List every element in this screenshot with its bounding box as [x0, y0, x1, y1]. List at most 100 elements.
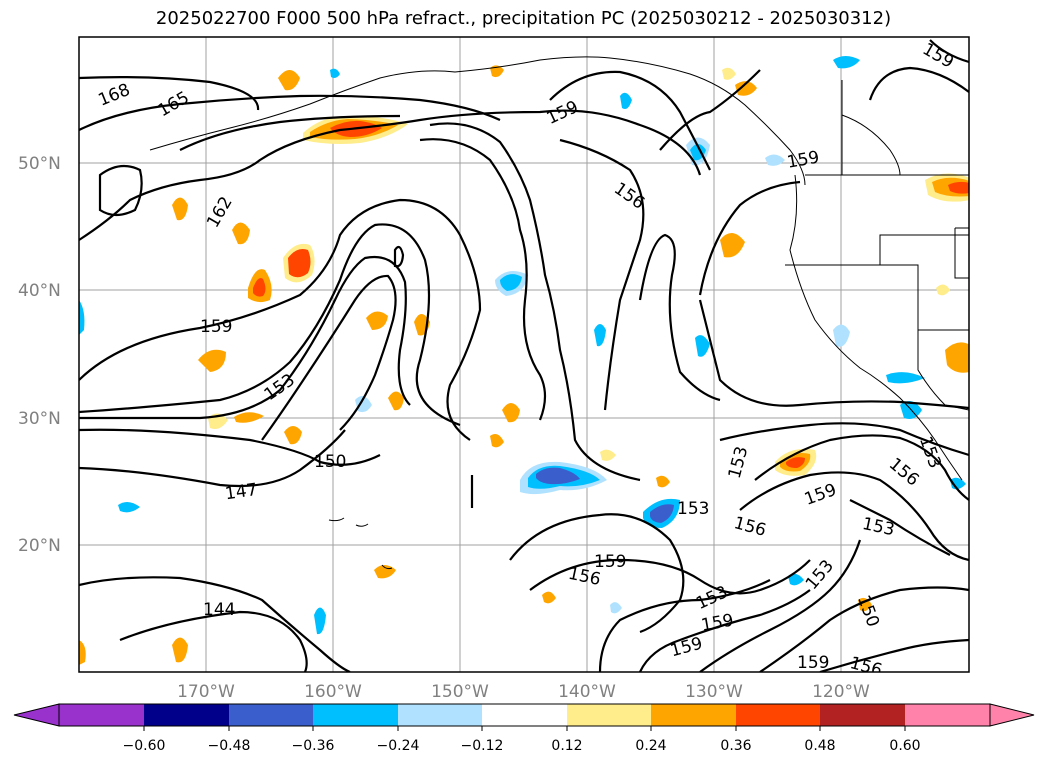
contour-156c	[429, 122, 641, 482]
colorbar-label: 0.60	[889, 738, 920, 754]
precip-patch	[735, 81, 757, 96]
contour-144	[79, 576, 351, 672]
colorbar-label: −0.60	[123, 738, 166, 754]
precip-patch	[355, 396, 372, 413]
precip-patch	[198, 349, 226, 372]
colorbar-label: −0.48	[208, 738, 251, 754]
precip-patch	[695, 335, 710, 357]
contour-156g	[754, 434, 969, 501]
contour-label: 159	[200, 317, 232, 337]
state-border	[785, 234, 969, 266]
lon-label-130w: 130°W	[685, 682, 743, 702]
lon-label-170w: 170°W	[177, 682, 235, 702]
precip-patch	[172, 197, 188, 221]
precip-patch	[948, 181, 969, 194]
precip-patch	[858, 597, 872, 612]
precip-patch	[253, 278, 266, 297]
precip-patch	[490, 65, 504, 78]
lon-label-120w: 120°W	[812, 682, 870, 702]
precip-patch	[594, 324, 606, 347]
colorbar-segment	[567, 704, 651, 726]
contour-156h	[529, 558, 811, 595]
precip-patch	[502, 403, 520, 423]
precip-patch	[284, 426, 302, 445]
contour-156e	[638, 233, 721, 402]
precip-patch	[288, 249, 311, 278]
north-america-west-coast	[789, 174, 963, 481]
contour-small-loop	[98, 164, 143, 217]
contour-156j	[819, 638, 969, 672]
precip-patch	[330, 68, 340, 78]
contour-159	[79, 198, 482, 441]
colorbar-label: 0.24	[635, 738, 666, 754]
colorbar-segment	[313, 704, 398, 726]
precip-patch	[278, 70, 300, 91]
precip-patch	[786, 457, 805, 468]
hawaii-islands	[328, 517, 393, 570]
contour-156d	[559, 138, 645, 411]
contour-159c	[419, 138, 547, 421]
precip-patch	[650, 504, 674, 523]
colorbar-extend-max	[989, 703, 1035, 727]
figure-title: 2025022700 F000 500 hPa refract., precip…	[155, 8, 892, 29]
colorbar-label: −0.24	[377, 738, 420, 754]
colorbar-label: 0.36	[720, 738, 751, 754]
precip-patch	[656, 475, 670, 488]
colorbar-label: 0.48	[804, 738, 835, 754]
contour-label: 144	[203, 600, 235, 620]
map-background	[79, 37, 969, 672]
longitude-labels: 170°W 160°W 150°W 140°W 130°W 120°W	[177, 682, 870, 702]
colorbar-segment	[736, 704, 820, 726]
contour-159h	[509, 513, 685, 634]
contour-147	[79, 429, 346, 488]
precip-patch	[833, 56, 860, 69]
contour-label: 147	[224, 480, 259, 504]
lon-label-140w: 140°W	[558, 682, 616, 702]
colorbar: −0.60 −0.48 −0.36 −0.24 −0.12 0.12 0.24 …	[13, 703, 1035, 754]
contour-156f	[698, 180, 801, 296]
precip-patch	[720, 232, 745, 258]
colorbar-segment	[144, 704, 229, 726]
lon-label-160w: 160°W	[304, 682, 362, 702]
precip-patch	[388, 391, 404, 411]
colorbar-segment	[398, 704, 482, 726]
colorbar-segment	[59, 704, 144, 726]
contour-small-loop	[393, 245, 405, 268]
contour-150b	[79, 428, 381, 466]
precip-patch	[79, 300, 85, 335]
colorbar-extend-min	[13, 703, 60, 727]
contour-159i	[638, 589, 811, 672]
contour-label: 159	[797, 653, 829, 673]
lon-label-150w: 150°W	[431, 682, 489, 702]
state-border	[954, 227, 969, 279]
contour-153	[79, 255, 411, 420]
precip-patch	[366, 311, 388, 330]
precip-patch	[232, 222, 250, 245]
precip-patch	[118, 501, 140, 513]
lat-label-40n: 40°N	[18, 281, 61, 301]
coastlines	[149, 56, 969, 570]
contour-162	[79, 109, 702, 241]
precip-patch	[79, 640, 86, 665]
lat-label-30n: 30°N	[18, 409, 61, 429]
precip-patch	[788, 573, 804, 586]
precip-patch	[536, 467, 580, 485]
contour-label: 150	[314, 452, 346, 472]
contour-159e	[659, 69, 761, 151]
contour-153e	[698, 299, 969, 410]
contour-156i	[759, 586, 969, 672]
precip-patch	[172, 637, 188, 663]
contour-159k	[929, 39, 969, 64]
contour-label: 159	[594, 552, 626, 572]
contour-153h	[598, 579, 771, 672]
contour-159l	[868, 66, 969, 101]
lat-label-20n: 20°N	[18, 536, 61, 556]
map-content: 168 165 162 159 153 150 147 144 159 156 …	[79, 37, 969, 673]
state-border	[880, 264, 969, 331]
contour-159j	[699, 539, 862, 672]
colorbar-segment	[229, 704, 313, 726]
precip-patch	[610, 602, 622, 614]
contour-153i	[849, 499, 951, 556]
